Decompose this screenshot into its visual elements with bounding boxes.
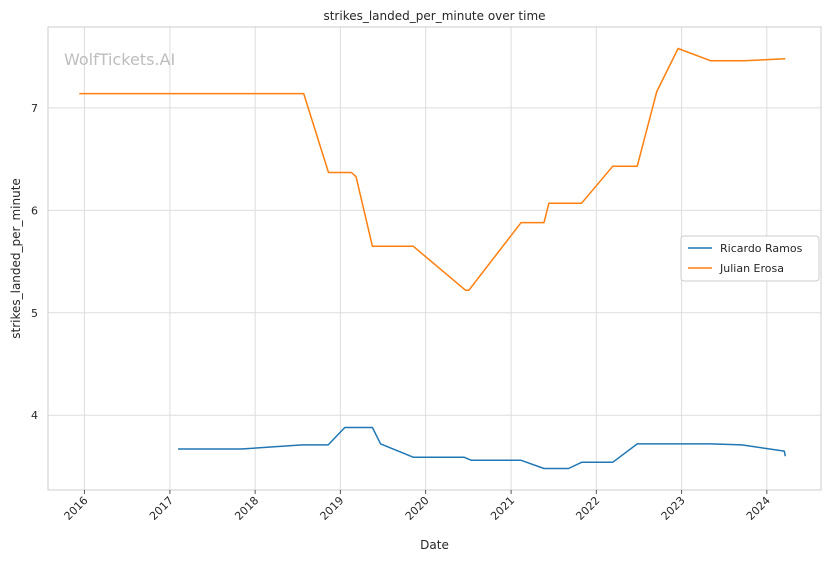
legend-label-ricardo-ramos: Ricardo Ramos [720,242,803,255]
y-tick-label: 5 [31,307,38,320]
legend-box [680,235,820,282]
y-axis-label: strikes_landed_per_minute [9,178,23,339]
y-tick-labels: 4 5 6 7 [31,102,38,422]
y-tick-label: 6 [31,204,38,217]
series [79,47,787,470]
legend-label-julian-erosa: Julian Erosa [719,262,784,275]
chart-title: strikes_landed_per_minute over time [323,9,545,23]
grid [48,27,821,490]
watermark: WolfTickets.AI [64,50,175,69]
plot-area-frame [47,26,822,491]
x-axis-label: Date [420,538,449,552]
series-line-julian-erosa [79,47,786,292]
y-tick-label: 7 [31,102,38,115]
legend: Ricardo Ramos Julian Erosa [680,235,820,282]
y-tick-label: 4 [31,409,38,422]
series-line-ricardo-ramos [178,426,787,470]
